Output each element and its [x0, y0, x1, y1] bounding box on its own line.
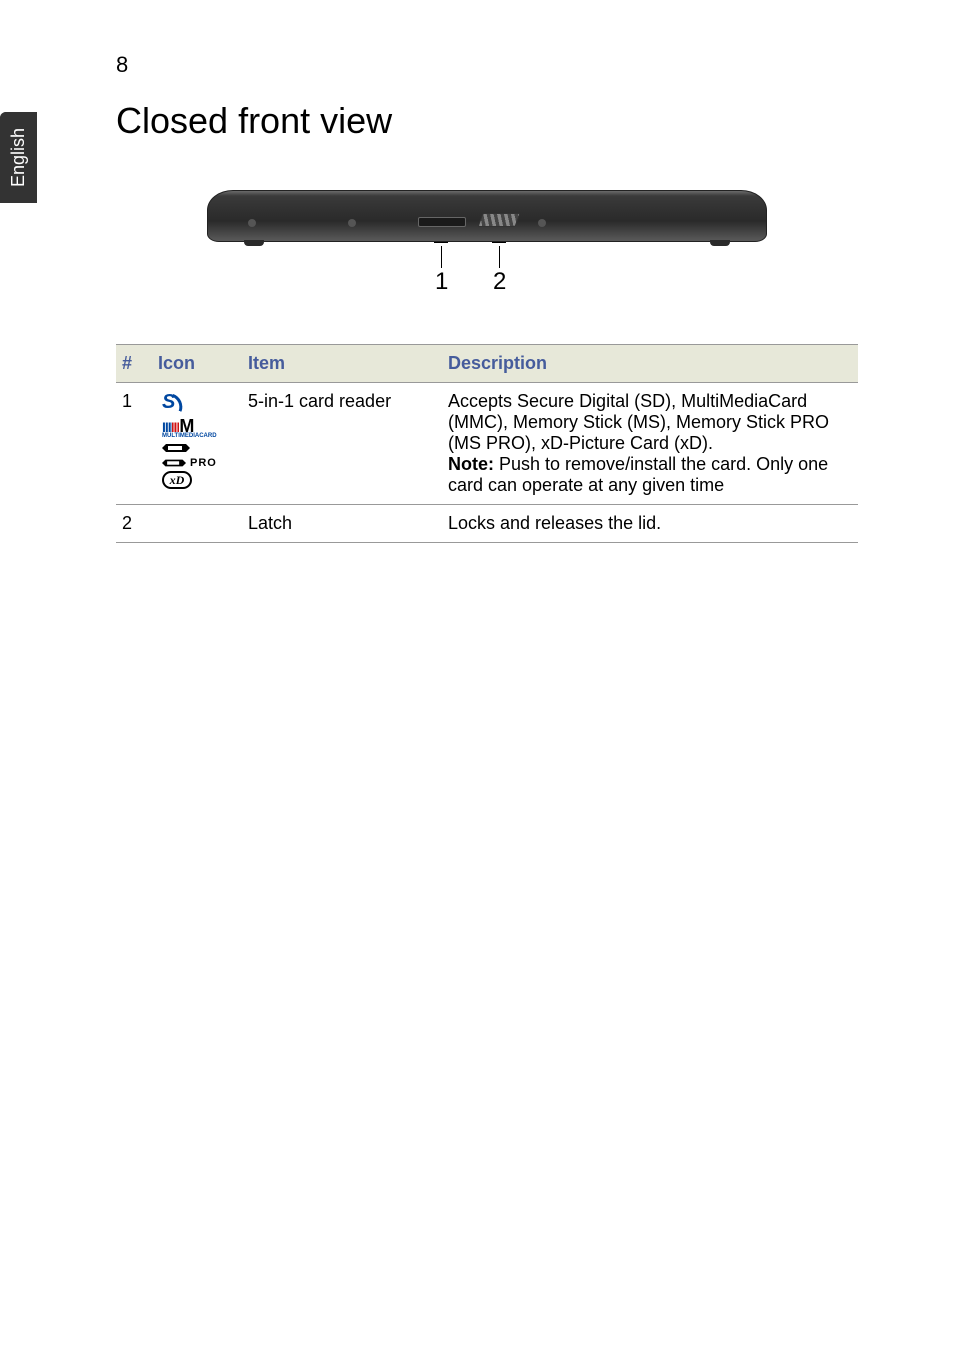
- cell-icon: S IIIIIIM MULTIMEDIACARD: [152, 383, 242, 505]
- callout-lines: 1 2: [207, 246, 767, 296]
- cell-num: 2: [116, 505, 152, 543]
- cell-item: 5-in-1 card reader: [242, 383, 442, 505]
- header-description: Description: [442, 345, 858, 383]
- table-row: 1 S IIIIIIM MULTIMEDIACARD: [116, 383, 858, 505]
- cell-description: Locks and releases the lid.: [442, 505, 858, 543]
- laptop-port-icon: [538, 219, 546, 227]
- laptop-port-icon: [248, 219, 256, 227]
- laptop-illustration: [207, 190, 767, 242]
- callout-line: [441, 246, 442, 268]
- memory-stick-pro-icon: PRO: [162, 457, 217, 469]
- cell-num: 1: [116, 383, 152, 505]
- cell-item: Latch: [242, 505, 442, 543]
- latch-icon: [477, 213, 520, 227]
- header-num: #: [116, 345, 152, 383]
- desc-note-label: Note:: [448, 454, 494, 474]
- desc-text: Accepts Secure Digital (SD), MultiMediaC…: [448, 391, 829, 453]
- memory-stick-icon: [162, 441, 190, 455]
- callout-connector: [492, 242, 506, 243]
- desc-note-text: Push to remove/install the card. Only on…: [448, 454, 828, 495]
- header-item: Item: [242, 345, 442, 383]
- components-table: # Icon Item Description 1 S IIIIIIM MULT…: [116, 344, 858, 543]
- table-header-row: # Icon Item Description: [116, 345, 858, 383]
- header-icon: Icon: [152, 345, 242, 383]
- cell-description: Accepts Secure Digital (SD), MultiMediaC…: [442, 383, 858, 505]
- mmc-card-icon: IIIIIIM MULTIMEDIACARD: [162, 416, 217, 439]
- content-area: Closed front view 1 2 # Icon Item De: [116, 100, 858, 543]
- laptop-port-icon: [348, 219, 356, 227]
- sd-card-icon: S: [162, 391, 185, 414]
- callout-connector: [434, 242, 448, 243]
- closed-front-figure: 1 2: [116, 190, 858, 296]
- cell-icon: [152, 505, 242, 543]
- language-tab: English: [0, 112, 37, 203]
- page-title: Closed front view: [116, 100, 858, 142]
- callout-number: 2: [493, 268, 506, 296]
- callout-number: 1: [435, 268, 448, 296]
- xd-card-icon: xD: [162, 471, 192, 489]
- callout-line: [499, 246, 500, 268]
- page-number: 8: [116, 52, 128, 78]
- card-reader-slot-icon: [418, 217, 466, 227]
- table-row: 2 Latch Locks and releases the lid.: [116, 505, 858, 543]
